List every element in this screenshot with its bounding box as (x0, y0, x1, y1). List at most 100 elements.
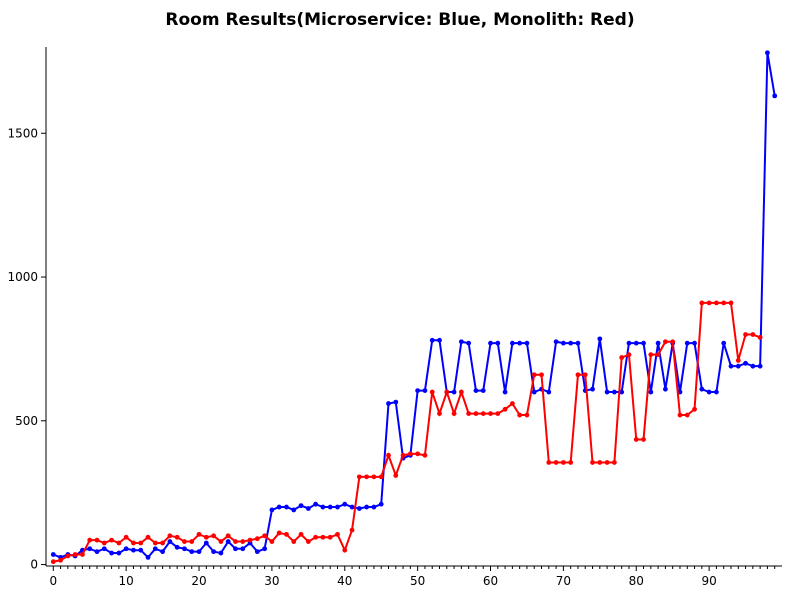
series-0-point (699, 386, 705, 392)
x-tick-label: 30 (264, 574, 279, 588)
series-1-point (225, 533, 231, 539)
series-0-point (335, 504, 340, 510)
series-0-point (604, 389, 610, 395)
series-0-point (313, 501, 319, 507)
series-1-point (276, 530, 282, 536)
series-1-point (611, 460, 617, 465)
series-1-point (743, 332, 748, 337)
series-1-point (735, 358, 741, 363)
series-0-point (211, 549, 217, 555)
series-0-point (145, 554, 151, 560)
series-1-point (663, 339, 668, 345)
series-0-point (196, 549, 202, 555)
series-0-point (560, 340, 566, 346)
series-0-point (182, 546, 187, 552)
series-1-point (692, 406, 697, 412)
series-line-0 (52, 52, 776, 559)
series-0-point (269, 507, 275, 513)
series-0-point (298, 503, 304, 509)
series-1-point (298, 531, 304, 537)
series-1-point (203, 534, 209, 540)
series-0-point (174, 544, 180, 550)
series-1-point (633, 437, 639, 442)
series-0-point (109, 550, 114, 556)
series-1-point (327, 534, 333, 540)
series-0-point (524, 340, 530, 346)
series-1-point (560, 460, 566, 465)
series-0-point (349, 504, 355, 510)
series-1-point (160, 540, 165, 546)
series-0-point (626, 340, 632, 346)
series-1-point (604, 460, 610, 465)
x-tick-label: 90 (701, 574, 716, 588)
series-1-point (626, 352, 632, 358)
series-1-point (451, 411, 457, 417)
x-tick-label: 80 (629, 574, 644, 588)
series-1-point (247, 537, 253, 543)
series-1-point (131, 540, 136, 546)
series-1-point (429, 389, 435, 395)
series-1-point (590, 460, 595, 465)
series-1-point (262, 533, 268, 539)
series-0-point (240, 546, 246, 552)
series-1-point (458, 389, 464, 395)
series-0-point (735, 363, 741, 369)
x-tick-label: 10 (119, 574, 134, 588)
series-0-point (473, 388, 479, 394)
series-0-point (728, 363, 734, 369)
series-1-point (714, 300, 719, 306)
series-0-point (320, 504, 326, 510)
series-1-point (145, 534, 151, 540)
series-1-point (495, 411, 501, 417)
series-1-point (502, 406, 508, 412)
series-1-point (189, 539, 195, 544)
series-1-point (437, 411, 442, 417)
series-0-point (393, 399, 399, 405)
series-1-point (313, 534, 319, 540)
series-0-point (488, 340, 493, 346)
series-0-point (772, 93, 778, 99)
series-1-point (721, 300, 727, 306)
series-0-point (451, 389, 457, 395)
series-1-point (174, 534, 180, 540)
series-1-point (531, 372, 537, 378)
series-0-point (750, 363, 756, 369)
y-tick-label: 0 (30, 558, 38, 572)
x-tick-label: 50 (410, 574, 425, 588)
series-1-point (619, 355, 625, 360)
series-1-point (568, 460, 574, 465)
series-1-point (524, 412, 530, 418)
series-0-point (262, 546, 268, 552)
series-0-point (327, 504, 333, 510)
series-0-point (546, 389, 552, 395)
series-0-point (495, 340, 501, 346)
series-0-point (655, 340, 661, 346)
series-1-point (677, 412, 683, 418)
series-1-point (641, 437, 646, 442)
series-0-point (276, 504, 282, 510)
series-0-point (305, 506, 311, 511)
series-1-point (539, 372, 544, 378)
series-0-point (706, 389, 712, 395)
series-0-point (101, 546, 107, 552)
series-1-point (393, 473, 399, 478)
series-0-point (714, 389, 719, 395)
series-0-point (721, 340, 727, 346)
series-0-point (233, 546, 238, 552)
series-0-point (94, 549, 100, 555)
series-1-point (371, 474, 377, 480)
series-1-point (94, 537, 100, 543)
series-0-point (356, 506, 362, 511)
y-tick-label: 1000 (7, 270, 38, 284)
series-1-point (415, 451, 421, 457)
series-1-point (422, 452, 428, 458)
series-1-point (546, 460, 552, 465)
series-0-point (422, 388, 428, 394)
series-0-point (757, 363, 763, 369)
series-1-point (473, 411, 479, 417)
series-1-point (305, 539, 311, 544)
series-0-point (123, 546, 129, 552)
series-0-point (765, 50, 770, 56)
series-0-point (633, 340, 639, 346)
